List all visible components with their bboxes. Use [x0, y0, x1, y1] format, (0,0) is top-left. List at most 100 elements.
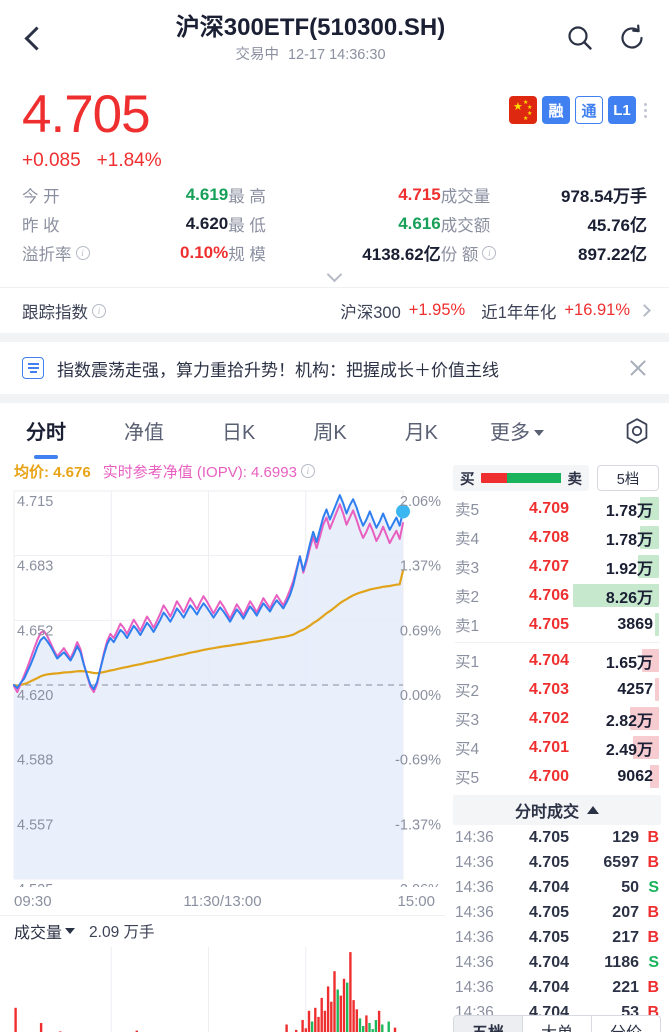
tick-side: S: [648, 878, 659, 896]
margin-badge[interactable]: 融: [542, 96, 570, 124]
stats-row: 今 开 4.619 最 高 4.715 成交量 978.54万手: [22, 180, 647, 209]
expand-stats-button[interactable]: [0, 266, 669, 287]
level-price: 4.706: [528, 586, 569, 604]
tick-side: B: [647, 853, 659, 871]
bid-row[interactable]: 买3 4.702 2.82万: [445, 704, 669, 733]
tick-qty: 6597: [603, 853, 639, 871]
bid-row[interactable]: 买1 4.704 1.65万: [445, 646, 669, 675]
tick-qty: 221: [612, 978, 639, 996]
level-price: 4.701: [528, 738, 569, 756]
volume-header[interactable]: 成交量 2.09 万手: [0, 915, 445, 945]
level-qty-bar: [573, 584, 659, 607]
price-chart-svg: 4.7154.6834.6524.6204.5884.5574.5252.06%…: [12, 490, 441, 898]
tab-weekly-k[interactable]: 周K: [313, 421, 347, 444]
level-price: 4.702: [528, 709, 569, 727]
tick-side: B: [647, 828, 659, 846]
level-qty: 1.78万: [605, 531, 653, 549]
ask-rows: 卖5 4.709 1.78万 卖4 4.708 1.78万 卖3 4.707 1.92万 卖2 4.…: [445, 494, 669, 639]
ticker-row: 14:36 4.705 6597 B: [445, 850, 669, 875]
ticker-header[interactable]: 分时成交: [453, 795, 661, 825]
volume-chart-svg: [14, 947, 397, 1032]
stat-value: 897.22亿: [578, 245, 647, 264]
refresh-icon[interactable]: [617, 23, 647, 53]
stat-volume: 成交量 978.54万手: [441, 182, 647, 207]
stat-label: 成交额: [440, 216, 491, 235]
news-banner[interactable]: 指数震荡走强，算力重拾升势！机构：把握成长＋价值主线: [0, 342, 669, 394]
ask-row[interactable]: 卖2 4.706 8.26万: [445, 581, 669, 610]
level-qty-bar: [640, 497, 659, 520]
info-icon[interactable]: i: [92, 303, 106, 318]
news-headline[interactable]: 指数震荡走强，算力重拾升势！机构：把握成长＋价值主线: [57, 360, 499, 380]
tick-qty: 50: [621, 878, 639, 896]
level-qty-wrap: 1.92万: [573, 552, 659, 581]
tick-price: 4.705: [528, 928, 569, 946]
annualized-label: 近1年年化: [481, 303, 557, 322]
orderbook-mode-buttons: 五档 大单 分价: [453, 1015, 661, 1032]
level-qty-wrap: 4257: [573, 675, 659, 704]
pct-tick-label: -0.69%: [395, 753, 441, 769]
tab-netvalue[interactable]: 净值: [124, 421, 164, 444]
tick-side: B: [647, 1003, 659, 1021]
level-label: 买5: [455, 769, 480, 787]
tracking-index-row[interactable]: 跟踪指数 i 沪深300 +1.95% 近1年年化 +16.91%: [0, 287, 669, 333]
tick-price: 4.705: [528, 903, 569, 921]
connect-badge[interactable]: 通: [575, 96, 603, 124]
quote-timestamp: 12-17 14:36:30: [287, 46, 386, 63]
section-divider: [0, 394, 669, 403]
tick-side: B: [647, 928, 659, 946]
badge-group: ★ ★ ★ ★ ★ 融 通 L1: [509, 96, 647, 124]
pct-tick-label: 0.00%: [400, 688, 441, 704]
stat-label: 昨 收: [22, 216, 60, 235]
info-icon[interactable]: i: [300, 464, 315, 478]
info-icon[interactable]: i: [75, 245, 90, 260]
ask-row[interactable]: 卖5 4.709 1.78万: [445, 494, 669, 523]
bid-row[interactable]: 买4 4.701 2.49万: [445, 733, 669, 762]
chart-x-axis: 09:30 11:30/13:00 15:00: [0, 887, 445, 915]
stat-premium-rate: 溢折率 i 0.10%: [22, 241, 228, 265]
tracking-index-name: 沪深300: [340, 303, 401, 322]
ticker-row: 14:36 4.704 1186 S: [445, 950, 669, 975]
price-chart[interactable]: 4.7154.6834.6524.6204.5884.5574.5252.06%…: [0, 483, 445, 898]
tab-intraday[interactable]: 分时: [26, 416, 66, 447]
ticker-rows: 14:36 4.705 129 B 14:36 4.705 6597 B 14:36 4.704 5…: [445, 825, 669, 1032]
news-document-icon: [22, 357, 44, 379]
close-icon[interactable]: [627, 357, 649, 379]
stat-label: 规 模: [228, 245, 266, 264]
mode-large-orders-button[interactable]: 大单: [523, 1016, 592, 1032]
bid-row[interactable]: 买2 4.703 4257: [445, 675, 669, 704]
tick-time: 14:36: [455, 828, 494, 846]
level-badge[interactable]: L1: [608, 96, 636, 124]
more-options-icon[interactable]: [644, 102, 647, 118]
tab-more[interactable]: 更多: [490, 416, 545, 447]
level-label: 买3: [455, 711, 480, 729]
mode-five-levels-button[interactable]: 五档: [454, 1016, 523, 1032]
tab-daily-k[interactable]: 日K: [222, 421, 256, 444]
y-tick-label: 4.652: [17, 623, 53, 639]
level-qty: 2.49万: [605, 741, 653, 759]
pct-tick-label: -1.37%: [395, 817, 441, 833]
tick-price: 4.705: [528, 828, 569, 846]
stat-low: 最 低 4.616: [228, 212, 441, 236]
depth-level-button[interactable]: 5档: [597, 465, 659, 491]
intraday-chart-panel: 均价: 4.676 实时参考净值 (IOPV): 4.6993 i 4.715 4…: [0, 459, 445, 1032]
tab-monthly-k[interactable]: 月K: [404, 421, 439, 444]
ask-row[interactable]: 卖3 4.707 1.92万: [445, 552, 669, 581]
chevron-right-icon: [638, 304, 651, 317]
stat-label: 份 额: [440, 245, 479, 264]
mode-price-breakdown-button[interactable]: 分价: [592, 1016, 660, 1032]
bid-row[interactable]: 买5 4.700 9062: [445, 762, 669, 791]
bid-rows: 买1 4.704 1.65万 买2 4.703 4257 买3 4.702 2.82万 买4 4.7…: [445, 646, 669, 791]
tick-side: S: [648, 953, 659, 971]
search-icon[interactable]: [565, 23, 595, 53]
back-button[interactable]: [22, 16, 56, 60]
chart-settings-icon[interactable]: [623, 417, 651, 445]
level-qty-wrap: 1.65万: [573, 646, 659, 675]
buy-sell-ratio-bar: 买 卖: [453, 465, 589, 491]
ask-row[interactable]: 卖1 4.705 3869: [445, 610, 669, 639]
level-label: 卖3: [455, 559, 480, 577]
info-icon[interactable]: i: [482, 245, 497, 260]
buy-sell-ratio-row: 买 卖 5档: [445, 462, 669, 494]
stat-value: 45.76亿: [587, 216, 647, 235]
ask-row[interactable]: 卖4 4.708 1.78万: [445, 523, 669, 552]
